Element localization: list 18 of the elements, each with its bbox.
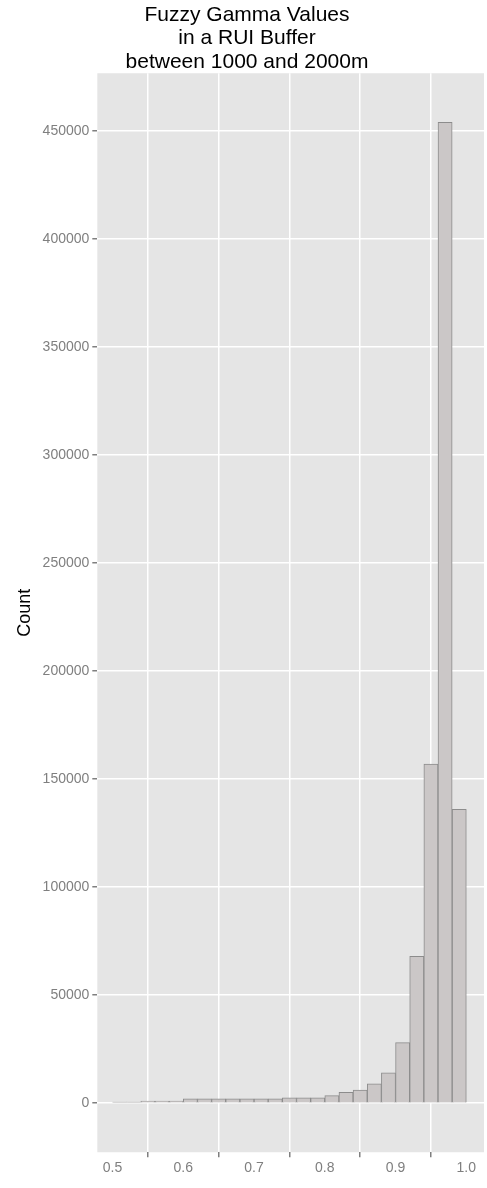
y-tick-label: 400000 (42, 229, 90, 246)
y-tick-label: 0 (81, 1094, 90, 1111)
chart-title: Fuzzy Gamma Values in a RUI Buffer between 1000 and 2000m (125, 2, 369, 72)
x-tick-label: 0.9 (385, 1159, 406, 1176)
y-tick-label: 350000 (42, 337, 90, 354)
y-tick-label: 200000 (42, 661, 90, 678)
y-tick-label: 250000 (42, 553, 90, 570)
y-axis-title: Count (13, 588, 34, 637)
y-tick-label: 50000 (50, 986, 90, 1002)
y-tick-label: 450000 (42, 121, 90, 138)
x-tick-label: 1.0 (456, 1159, 477, 1176)
x-tick-label: 0.7 (244, 1159, 264, 1176)
y-tick-label: 100000 (42, 877, 90, 894)
y-tick-label: 150000 (42, 769, 90, 786)
x-tick-label: 0.5 (102, 1159, 123, 1176)
y-tick-label: 300000 (42, 445, 90, 462)
x-tick-label: 0.6 (173, 1159, 194, 1176)
x-tick-label: 0.8 (315, 1159, 335, 1176)
